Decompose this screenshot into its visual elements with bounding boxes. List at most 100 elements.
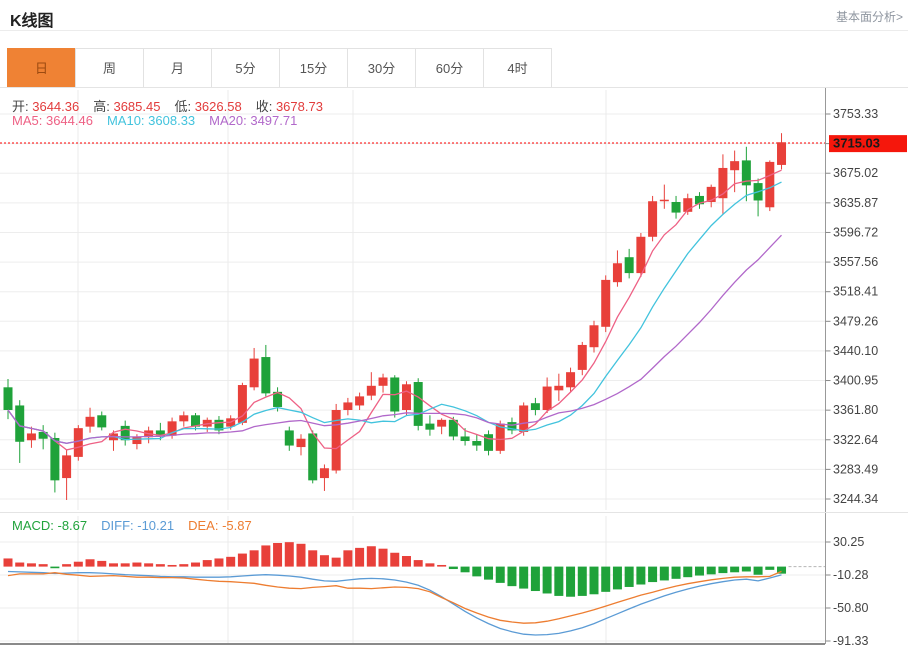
macd-bar (694, 566, 704, 576)
fundamental-analysis-link[interactable]: 基本面分析> (835, 10, 903, 24)
candle-body (659, 199, 669, 202)
y-axis-label: 3283.49 (833, 462, 878, 476)
macd-bar (706, 566, 716, 575)
candle-body (155, 430, 165, 436)
info-value: -10.21 (137, 518, 175, 533)
candle-body (484, 434, 494, 451)
candlestick-series (3, 133, 787, 501)
macd-bar (472, 566, 482, 577)
candle-body (191, 415, 201, 427)
candle-body (261, 357, 271, 394)
macd-bar (237, 553, 247, 567)
macd-bar (97, 560, 107, 567)
candle-body (132, 437, 142, 445)
macd-bar (273, 542, 283, 567)
info-label: MACD: (12, 518, 58, 533)
macd-bar (62, 564, 72, 567)
tab-interval-3[interactable]: 5分 (211, 48, 280, 88)
candle-body (472, 441, 482, 446)
macd-bar (296, 543, 306, 567)
macd-axis-label: -91.33 (833, 634, 868, 647)
tab-row-border (0, 87, 908, 88)
candle-body (706, 186, 716, 202)
macd-bar (50, 566, 60, 569)
candle-body (636, 236, 646, 274)
macd-bar (683, 566, 693, 578)
candle-body (577, 344, 587, 370)
macd-bar (413, 560, 423, 567)
macd-bar (566, 566, 576, 597)
macd-bar (355, 547, 365, 567)
candle-body (507, 422, 517, 431)
macd-bar (448, 566, 458, 570)
candle-body (3, 387, 13, 410)
macd-bar (777, 566, 787, 574)
macd-bar (741, 566, 751, 572)
macd-bar (167, 564, 177, 567)
candle-body (366, 385, 376, 396)
info-value: 3678.73 (275, 99, 323, 114)
ohlc-info-row: 开: 3644.36 高: 3685.45 低: 3626.58 收: 3678.73 (12, 96, 337, 115)
macd-bar (718, 566, 728, 574)
candle-body (355, 396, 365, 406)
candle-body (401, 384, 411, 410)
y-axis-label: 3322.64 (833, 433, 878, 447)
macd-bar (577, 566, 587, 596)
macd-bar (507, 566, 517, 587)
macd-bar (378, 548, 388, 567)
ma20-line (7, 234, 782, 444)
candle-body (273, 391, 283, 407)
candle-body (730, 161, 740, 171)
candle-body (308, 433, 318, 481)
macd-bar (261, 545, 271, 567)
candle-body (624, 257, 634, 274)
macd-histogram (3, 542, 787, 597)
macd-info-row: MACD: -8.67 DIFF: -10.21 DEA: -5.87 (12, 518, 266, 533)
macd-bar (214, 558, 224, 567)
candle-body (718, 167, 728, 199)
candle-body (97, 415, 107, 428)
diff-line (7, 570, 782, 636)
macd-bar (437, 564, 447, 567)
candle-body (38, 431, 48, 439)
candle-body (777, 142, 787, 165)
tab-interval-4[interactable]: 15分 (279, 48, 348, 88)
info-label: DIFF: (101, 518, 138, 533)
macd-bar (495, 566, 505, 583)
info-label: 高: (93, 99, 114, 114)
candle-body (296, 438, 306, 448)
macd-bar (85, 559, 95, 567)
ma5-line (7, 169, 782, 451)
tab-interval-0[interactable]: 日 (7, 48, 76, 88)
candle-body (601, 279, 611, 327)
candle-body (425, 423, 435, 430)
tab-interval-2[interactable]: 月 (143, 48, 212, 88)
macd-bar (3, 558, 13, 567)
macd-bar (343, 550, 353, 567)
candle-body (237, 385, 247, 423)
candle-body (319, 468, 329, 479)
tab-interval-5[interactable]: 30分 (347, 48, 416, 88)
candle-body (15, 405, 25, 442)
macd-bar (191, 562, 201, 567)
candle-body (554, 385, 564, 391)
macd-bar (765, 566, 775, 570)
tab-interval-6[interactable]: 60分 (415, 48, 484, 88)
macd-axis-label: -10.28 (833, 568, 868, 582)
macd-bar (26, 563, 36, 567)
macd-bar (554, 566, 564, 596)
candle-body (214, 419, 224, 431)
macd-bar (132, 562, 142, 567)
y-axis-label: 3244.34 (833, 492, 878, 506)
macd-bar (202, 560, 212, 567)
info-label: MA5: (12, 113, 46, 128)
macd-bar (401, 556, 411, 567)
y-axis-label: 3675.02 (833, 166, 878, 180)
macd-bar (612, 566, 622, 590)
macd-bar (636, 566, 646, 585)
candle-body (73, 428, 83, 457)
candle-body (671, 201, 681, 213)
candle-body (284, 430, 294, 446)
macd-bar (73, 561, 83, 567)
